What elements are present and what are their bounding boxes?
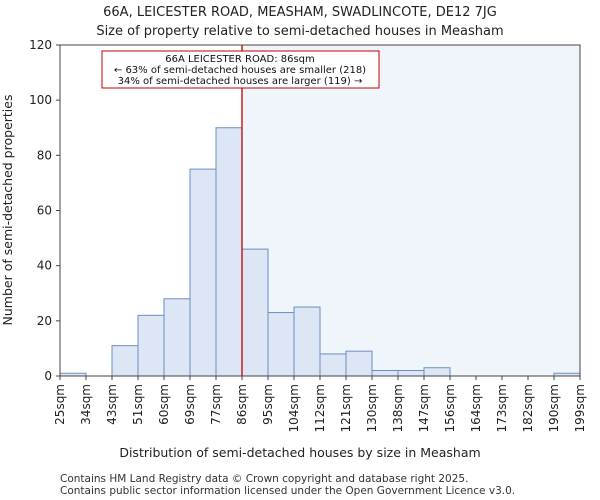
x-tick-label: 182sqm [521,384,535,432]
x-tick-label: 95sqm [261,384,275,425]
x-tick-label: 121sqm [339,384,353,432]
y-tick-label: 80 [37,148,52,162]
bar-130sqm [371,369,399,377]
y-tick-label: 100 [29,93,52,107]
bar-95sqm [267,312,295,377]
x-tick-label: 130sqm [365,384,379,432]
x-tick-label: 104sqm [287,384,301,432]
x-tick-label: 25sqm [53,384,67,425]
y-tick-label: 60 [37,204,52,218]
y-tick-label: 20 [37,314,52,328]
chart-title: 66A, LEICESTER ROAD, MEASHAM, SWADLINCOT… [103,5,497,20]
x-tick-label: 69sqm [183,384,197,425]
x-tick-label: 86sqm [235,384,249,425]
x-axis-label: Distribution of semi-detached houses by … [119,445,480,460]
y-axis-label: Number of semi-detached properties [0,95,15,326]
annotation-border [101,50,380,89]
annotation-line-3: 34% of semi-detached houses are larger (… [118,76,363,87]
x-ticks: 25sqm 34sqm 43sqm 51sqm 60sqm 69sqm 77sqm 86sqm… [53,376,587,432]
y-ticks: 0 20 40 60 80 100 120 [29,38,60,383]
x-tick-label: 147sqm [417,384,431,432]
x-tick-label: 156sqm [443,384,457,432]
annotation-line-2: ← 63% of semi-detached houses are smalle… [114,65,366,76]
bar-60sqm [163,298,191,377]
x-tick-label: 34sqm [79,384,93,425]
bars-group [59,127,581,377]
x-tick-label: 60sqm [157,384,171,425]
x-tick-label: 43sqm [105,384,119,425]
y-tick-label: 120 [29,38,52,52]
bar-43sqm [111,345,139,377]
bar-77sqm [215,127,243,377]
x-tick-label: 112sqm [313,384,327,432]
x-tick-label: 77sqm [209,384,223,425]
annotation-line-1: 66A LEICESTER ROAD: 86sqm [165,54,315,65]
bar-138sqm [397,369,425,377]
x-tick-label: 51sqm [131,384,145,425]
footer-line-1: Contains HM Land Registry data © Crown c… [60,473,468,485]
y-tick-label: 40 [37,259,52,273]
bar-69sqm [189,168,217,377]
chart-subtitle: Size of property relative to semi-detach… [96,24,503,39]
x-tick-label: 190sqm [547,384,561,432]
bar-104sqm [293,306,321,377]
bar-86sqm [241,248,269,377]
x-tick-label: 138sqm [391,384,405,432]
x-tick-label: 164sqm [469,384,483,432]
bar-51sqm [137,314,165,377]
footer-line-2: Contains public sector information licen… [60,485,515,497]
bar-112sqm [319,353,347,377]
bar-121sqm [345,350,373,377]
x-tick-label: 199sqm [573,384,587,432]
annotation-box: 66A LEICESTER ROAD: 86sqm ← 63% of semi-… [101,50,380,89]
bar-147sqm [423,367,451,377]
x-tick-label: 173sqm [495,384,509,432]
y-tick-label: 0 [44,369,52,383]
